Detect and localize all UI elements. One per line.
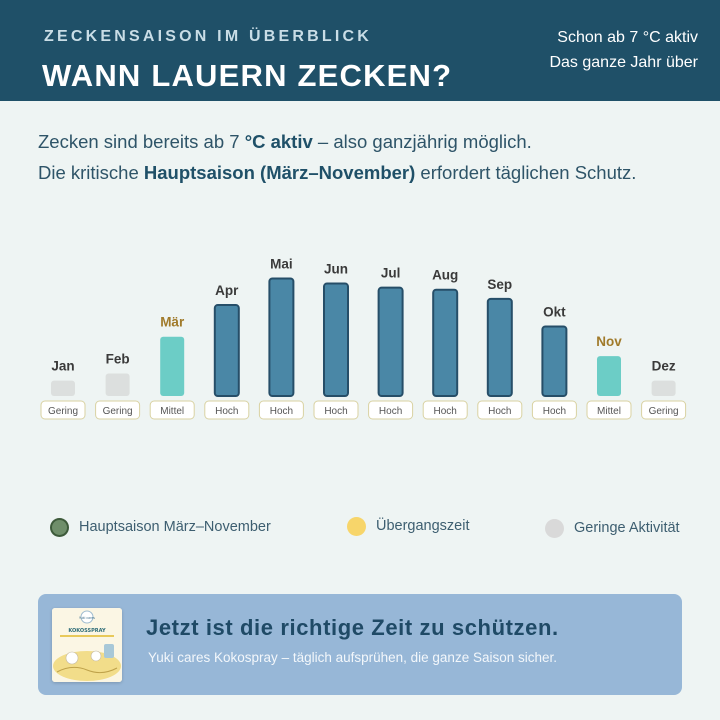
product-image: Yuki cares KOKOSSPRAY (52, 608, 122, 682)
intro-line1-emphasis: °C aktiv (244, 131, 313, 152)
level-label-4: Hoch (270, 406, 293, 417)
level-label-0: Gering (48, 406, 78, 417)
level-pill-10 (586, 400, 632, 420)
legend-uebergangszeit: Übergangszeit (349, 518, 470, 534)
level-label-8: Hoch (488, 406, 511, 417)
month-label-9: Okt (543, 304, 566, 319)
bar-4 (268, 277, 295, 397)
tick-season-chart: Jan Gering Feb Gering Mär Mittel Apr Hoch Mai Hoc… (40, 256, 687, 420)
legend-dot-uebergangszeit (349, 518, 364, 534)
month-label-3: Apr (215, 283, 239, 298)
level-pill-1 (95, 400, 141, 420)
legend-geringe-aktivitaet: Geringe Aktivität (547, 520, 680, 536)
month-label-10: Nov (596, 334, 622, 349)
bar-8 (486, 297, 513, 398)
month-label-1: Feb (106, 352, 130, 367)
level-pill-8 (477, 400, 523, 420)
level-label-3: Hoch (215, 406, 238, 417)
bar-3 (213, 304, 240, 397)
month-label-6: Jul (381, 266, 401, 281)
month-label-11: Dez (652, 359, 676, 374)
level-label-2: Mittel (160, 406, 184, 417)
bar-2 (160, 336, 185, 396)
intro-line1-part-a: Zecken sind bereits ab 7 (38, 131, 245, 152)
header-badge-line2: Das ganze Jahr über (549, 54, 698, 71)
bar-0 (51, 380, 75, 396)
level-label-7: Hoch (434, 406, 457, 417)
legend-hauptsaison: Hauptsaison März–November (52, 519, 271, 535)
bar-11 (651, 380, 676, 396)
level-label-5: Hoch (324, 406, 347, 417)
banner-title: Jetzt ist die richtige Zeit zu schützen. (146, 615, 559, 640)
intro-line2-part-c: erfordert täglichen Schutz. (415, 162, 637, 183)
level-label-1: Gering (103, 406, 133, 417)
legend-label-uebergangszeit: Übergangszeit (376, 518, 470, 534)
bar-10 (597, 356, 621, 396)
level-pill-2 (149, 400, 195, 420)
bar-1 (105, 373, 130, 396)
level-label-11: Gering (649, 406, 679, 417)
bar-9 (541, 325, 568, 397)
bar-5 (323, 282, 349, 397)
header-bar: ZECKENSAISON IM ÜBERBLICK WANN LAUERN ZE… (0, 0, 720, 101)
banner-text: Yuki cares Kokospray – täglich aufsprühe… (148, 650, 557, 665)
intro-line2-emphasis: Hauptsaison (März–November) (143, 162, 416, 183)
level-pill-6 (368, 400, 414, 420)
bar-6 (377, 286, 404, 397)
level-label-9: Hoch (543, 406, 566, 417)
level-pill-5 (313, 400, 359, 420)
product-package-illustration: Yuki cares KOKOSSPRAY (52, 608, 122, 682)
level-label-10: Mittel (597, 406, 621, 417)
level-pill-7 (422, 400, 468, 420)
legend-dot-hauptsaison (52, 519, 67, 535)
intro-line2-part-a: Die kritische (38, 162, 144, 183)
month-label-2: Mär (160, 315, 185, 330)
bar-7 (432, 288, 459, 397)
month-label-8: Sep (487, 277, 512, 292)
level-pill-3 (204, 400, 250, 420)
level-pill-11 (641, 400, 687, 420)
legend-label-geringe-aktivitaet: Geringe Aktivität (574, 520, 680, 536)
level-label-6: Hoch (379, 406, 402, 417)
intro-line-2: Die kritische Hauptsaison (März–November… (38, 162, 636, 184)
month-label-5: Jun (324, 262, 348, 277)
month-label-0: Jan (51, 359, 74, 374)
header-badge-line1: Schon ab 7 °C aktiv (557, 29, 698, 46)
level-pill-4 (258, 400, 304, 420)
level-pill-9 (531, 400, 577, 420)
product-name: KOKOSSPRAY (68, 628, 106, 634)
month-label-4: Mai (270, 256, 293, 271)
level-pill-0 (40, 400, 86, 420)
intro-line-1: Zecken sind bereits ab 7 °C aktiv – also… (38, 131, 532, 153)
intro-line1-part-c: – also ganzjährig möglich. (312, 131, 532, 152)
legend-label-hauptsaison: Hauptsaison März–November (79, 519, 271, 535)
month-label-7: Aug (432, 268, 458, 283)
cta-banner: Yuki cares KOKOSSPRAY Jetzt ist die rich… (38, 594, 682, 695)
header-kicker: ZECKENSAISON IM ÜBERBLICK (44, 28, 373, 45)
legend-dot-geringe-aktivitaet (547, 520, 562, 536)
product-brand: Yuki cares (79, 616, 95, 620)
page-title: WANN LAUERN ZECKEN? (42, 58, 453, 93)
